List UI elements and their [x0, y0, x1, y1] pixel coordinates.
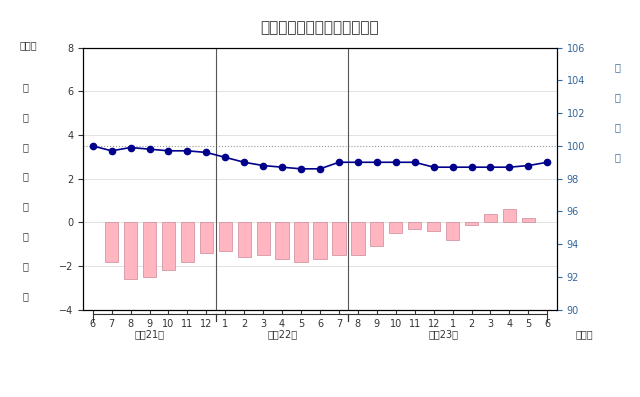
Bar — [427, 222, 440, 231]
Bar — [143, 222, 156, 277]
Text: 前: 前 — [22, 112, 29, 122]
Bar — [522, 218, 535, 222]
Text: 平成21年: 平成21年 — [134, 329, 164, 339]
Text: 平成22年: 平成22年 — [267, 329, 297, 339]
Text: 鳥取市消費者物価指数の推移: 鳥取市消費者物価指数の推移 — [260, 20, 380, 35]
Text: 年: 年 — [22, 142, 29, 152]
Bar — [446, 222, 460, 240]
Bar — [484, 214, 497, 222]
Bar — [180, 222, 194, 262]
Text: 上: 上 — [22, 231, 29, 241]
Bar — [465, 222, 478, 225]
Text: 平成23年: 平成23年 — [428, 329, 458, 339]
Text: 総: 総 — [614, 62, 621, 73]
Bar — [314, 222, 326, 260]
Bar — [162, 222, 175, 270]
Text: 同: 同 — [22, 172, 29, 182]
Bar — [105, 222, 118, 262]
Text: （月）: （月） — [576, 330, 594, 339]
Bar — [275, 222, 289, 260]
Text: 率: 率 — [22, 291, 29, 301]
Text: 対: 対 — [22, 82, 29, 93]
Text: 合: 合 — [614, 92, 621, 102]
Bar — [351, 222, 365, 255]
Bar — [124, 222, 137, 279]
Bar — [294, 222, 308, 262]
Bar — [237, 222, 251, 257]
Text: 数: 数 — [614, 152, 621, 162]
Bar — [408, 222, 421, 229]
Bar — [503, 209, 516, 222]
Bar — [200, 222, 213, 253]
Bar — [332, 222, 346, 255]
Text: 昇: 昇 — [22, 261, 29, 271]
Bar — [389, 222, 403, 233]
Bar — [219, 222, 232, 251]
Text: 月: 月 — [22, 201, 29, 212]
Bar — [370, 222, 383, 246]
Text: （％）: （％） — [19, 40, 37, 50]
Bar — [257, 222, 270, 255]
Text: 指: 指 — [614, 122, 621, 132]
